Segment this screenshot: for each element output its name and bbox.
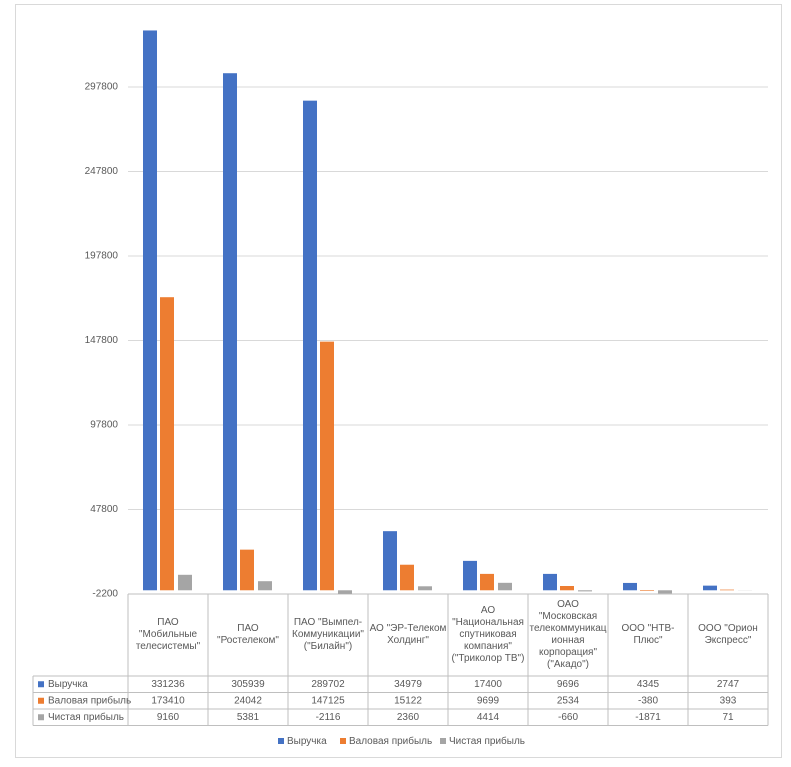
category-label: ПАО "Вымпел-Коммуникации" ("Билайн") [292, 617, 364, 652]
y-tick-label: 247800 [85, 166, 119, 177]
category-label: ООО "Орион Экспресс" [698, 623, 758, 646]
table-legend-key [38, 714, 44, 721]
bar [258, 581, 272, 591]
bar [498, 582, 512, 591]
bar [640, 590, 654, 591]
table-value: 4414 [477, 712, 500, 723]
category-label: ООО "НТВ-Плюс" [621, 623, 675, 646]
bar [320, 341, 334, 591]
table-value: 24042 [234, 695, 262, 706]
bar [303, 100, 317, 591]
legend-label: Выручка [287, 736, 327, 747]
bar [480, 573, 494, 591]
table-value: 5381 [237, 712, 260, 723]
bar [720, 589, 734, 591]
table-value: 393 [720, 695, 737, 706]
table-value: 331236 [151, 679, 185, 690]
category-label: АО "ЭР-Телеком Холдинг" [369, 623, 447, 646]
table-series-name: Чистая прибыль [48, 711, 124, 723]
y-tick-label: 197800 [85, 251, 119, 262]
y-tick-label: 47800 [90, 504, 118, 515]
table-value: 305939 [231, 679, 265, 690]
chart-frame [15, 4, 782, 758]
table-value: 147125 [311, 695, 345, 706]
table-value: -2116 [316, 712, 341, 723]
table-value: 17400 [474, 679, 502, 690]
legend-label: Валовая прибыль [349, 735, 432, 747]
bar [418, 586, 432, 591]
table-series-name: Выручка [48, 679, 88, 690]
table-value: 34979 [394, 679, 422, 690]
bar [338, 590, 352, 594]
table-value: 2360 [397, 712, 420, 723]
y-tick-label: 147800 [85, 335, 119, 346]
bar [160, 297, 174, 591]
table-value: 4345 [637, 679, 660, 690]
table-legend-key [38, 697, 44, 704]
bar [383, 531, 397, 591]
bar [400, 564, 414, 591]
table-value: -380 [638, 695, 658, 706]
table-legend-key [38, 681, 44, 688]
table-value: 9699 [477, 695, 500, 706]
bar [578, 590, 592, 592]
table-value: 2747 [717, 679, 740, 690]
table-value: 173410 [151, 695, 185, 706]
bar [658, 590, 672, 594]
table-value: 9696 [557, 679, 580, 690]
bar [623, 582, 637, 591]
legend-key [440, 738, 446, 744]
bar [223, 73, 237, 591]
category-label: ОАО "Московская телекоммуникационная кор… [529, 599, 607, 670]
bar [463, 560, 477, 591]
table-value: 2534 [557, 695, 580, 706]
category-label: АО "Национальная спутниковая компания" (… [451, 605, 525, 664]
y-tick-label: 297800 [85, 82, 119, 93]
table-series-name: Валовая прибыль [48, 694, 131, 706]
bar [703, 585, 717, 591]
table-value: 15122 [394, 695, 422, 706]
table-value: 71 [722, 712, 734, 723]
bar [543, 573, 557, 591]
bar [143, 30, 157, 591]
category-label: ПАО "Мобильные телесистемы" [135, 617, 201, 652]
y-tick-label: -2200 [92, 589, 118, 600]
bar [240, 549, 254, 591]
legend-label: Чистая прибыль [449, 735, 525, 747]
legend-key [278, 738, 284, 744]
legend-key [340, 738, 346, 744]
table-value: -1871 [635, 712, 661, 723]
category-label: ПАО "Ростелеком" [217, 623, 279, 646]
table-value: 289702 [311, 679, 345, 690]
y-tick-label: 97800 [90, 420, 118, 431]
bar [178, 574, 192, 591]
bar [560, 585, 574, 591]
table-value: -660 [558, 712, 578, 723]
table-value: 9160 [157, 712, 180, 723]
